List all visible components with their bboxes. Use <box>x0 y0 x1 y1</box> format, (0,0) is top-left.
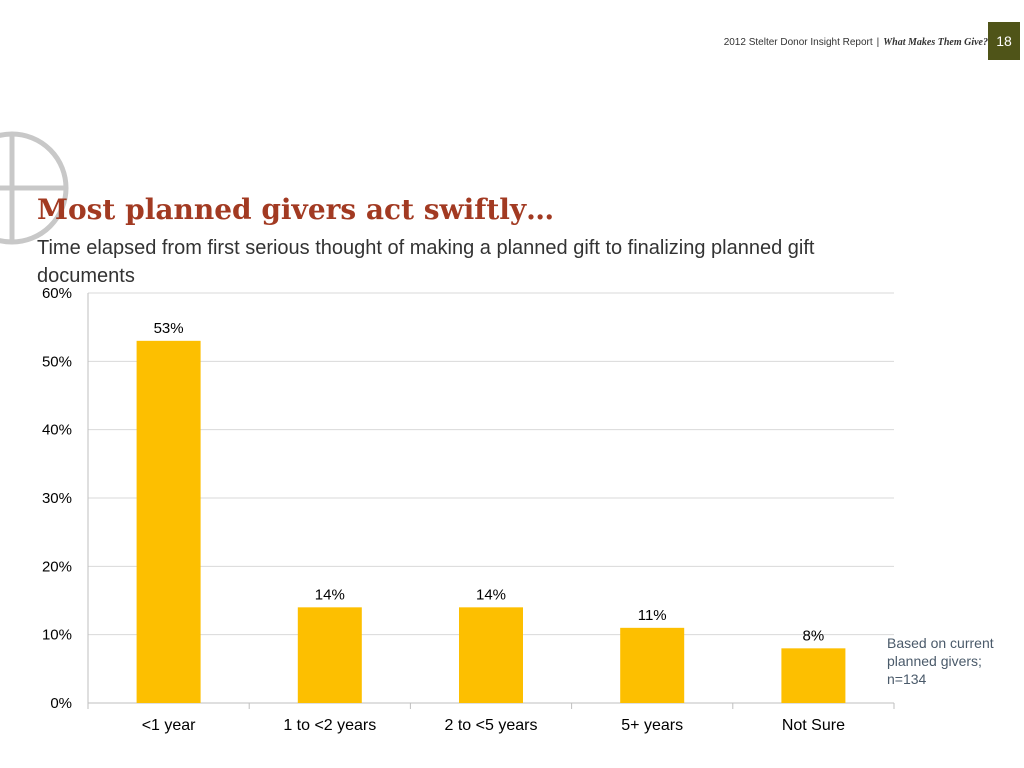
data-label: 8% <box>803 627 825 644</box>
report-name: 2012 Stelter Donor Insight Report <box>723 37 873 48</box>
y-tick-label: 0% <box>50 695 72 712</box>
data-label: 14% <box>476 586 506 603</box>
x-tick-label: Not Sure <box>782 717 845 734</box>
x-tick-label: 5+ years <box>621 717 683 734</box>
sample-note: Based on current planned givers; n=134 <box>887 635 994 687</box>
y-tick-label: 20% <box>42 558 72 575</box>
bar <box>297 607 362 703</box>
bar <box>781 648 846 703</box>
y-tick-label: 30% <box>42 490 72 507</box>
bar <box>620 627 685 703</box>
page-number-badge: 18 <box>988 22 1020 60</box>
x-tick-label: <1 year <box>142 717 196 734</box>
report-tagline: What Makes Them Give? <box>883 37 988 48</box>
x-tick-label: 2 to <5 years <box>445 717 538 734</box>
report-header: 2012 Stelter Donor Insight Report | What M… <box>724 37 988 48</box>
bar <box>136 340 201 703</box>
x-tick-label: 1 to <2 years <box>283 717 376 734</box>
slide-subtitle: Time elapsed from first serious thought … <box>37 237 815 287</box>
plus-circle-logo-icon <box>0 131 69 245</box>
slide-title: Most planned givers act swiftly… <box>37 193 555 226</box>
y-tick-label: 60% <box>42 285 72 302</box>
header-separator: | <box>876 37 880 48</box>
data-label: 11% <box>638 607 667 624</box>
y-tick-label: 40% <box>42 422 72 439</box>
y-tick-label: 10% <box>42 627 72 644</box>
data-label: 53% <box>154 320 184 337</box>
bar <box>459 607 523 703</box>
y-tick-label: 50% <box>42 353 72 370</box>
data-label: 14% <box>315 586 345 603</box>
